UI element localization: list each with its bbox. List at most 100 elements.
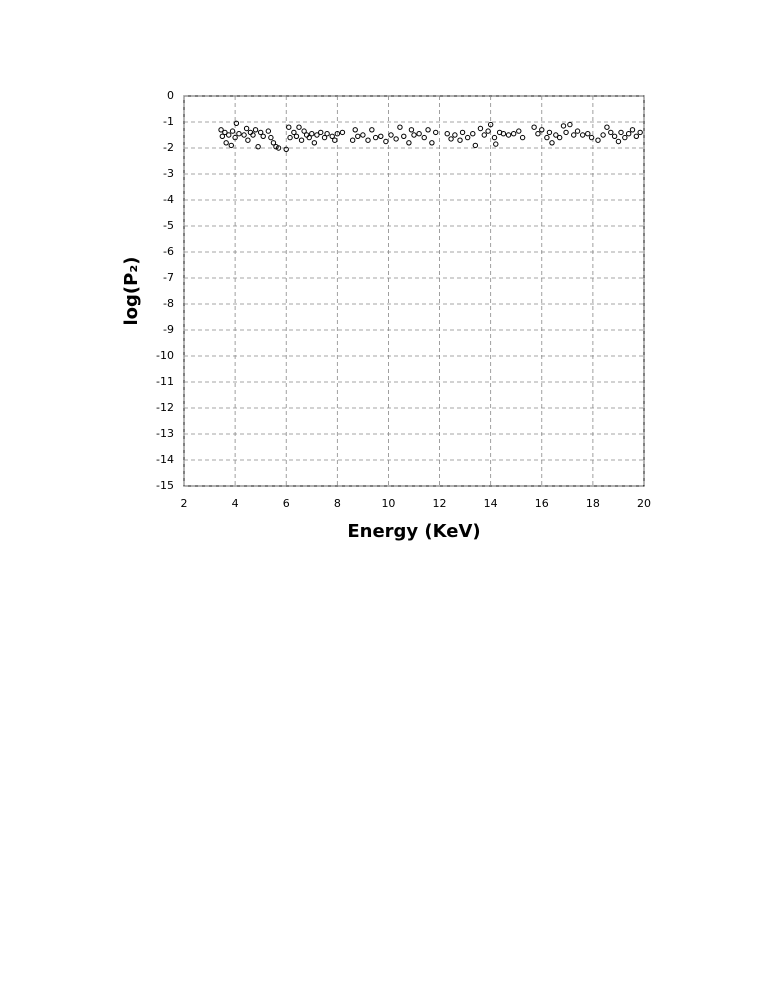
y-tick-label: -11 xyxy=(156,375,174,388)
x-tick-label: 4 xyxy=(232,497,239,510)
point xyxy=(236,131,242,137)
point xyxy=(401,133,407,140)
x-tick-label: 14 xyxy=(484,497,498,510)
point xyxy=(339,129,346,136)
point xyxy=(553,132,559,138)
point xyxy=(232,134,238,141)
x-tick-label: 8 xyxy=(334,497,341,510)
point xyxy=(318,129,324,136)
point xyxy=(293,133,300,140)
point xyxy=(301,128,307,134)
point xyxy=(539,127,545,133)
point xyxy=(349,137,356,143)
point xyxy=(334,131,341,137)
point xyxy=(247,129,254,136)
x-tick-label: 18 xyxy=(586,497,600,510)
point xyxy=(633,133,640,140)
point xyxy=(355,133,361,140)
point xyxy=(372,134,379,141)
point xyxy=(283,146,289,153)
point xyxy=(329,133,335,140)
point xyxy=(618,129,624,136)
point xyxy=(252,127,259,133)
point xyxy=(637,129,643,136)
point xyxy=(250,132,256,138)
point xyxy=(535,131,541,137)
y-tick-label: -4 xyxy=(163,193,174,206)
point xyxy=(544,134,550,141)
point xyxy=(393,136,399,142)
y-tick-label: -2 xyxy=(163,141,174,154)
point xyxy=(608,129,614,136)
y-tick-label: -10 xyxy=(156,349,174,362)
point xyxy=(493,141,499,147)
point xyxy=(444,131,450,137)
x-tick-label: 10 xyxy=(381,497,395,510)
point xyxy=(611,133,618,140)
plot-frame xyxy=(183,95,645,487)
point xyxy=(433,129,439,136)
point xyxy=(306,134,312,141)
point xyxy=(218,127,224,133)
point xyxy=(243,125,250,132)
point xyxy=(563,129,569,136)
point xyxy=(378,133,384,140)
y-tick-label: -12 xyxy=(156,401,174,414)
y-tick-label: -3 xyxy=(163,167,174,180)
x-tick-label: 16 xyxy=(535,497,549,510)
point xyxy=(360,132,366,138)
point xyxy=(275,145,282,151)
y-tick-label: -7 xyxy=(163,271,174,284)
y-tick-label: 0 xyxy=(167,89,174,102)
point xyxy=(622,134,628,141)
y-tick-label: -6 xyxy=(163,245,174,258)
point xyxy=(268,134,274,141)
point xyxy=(408,127,415,133)
point xyxy=(397,124,403,130)
point xyxy=(245,137,251,143)
point xyxy=(477,125,484,132)
point xyxy=(406,140,412,146)
y-tick-label: -13 xyxy=(156,427,174,440)
point xyxy=(560,123,567,129)
point xyxy=(257,129,264,136)
point xyxy=(365,137,371,143)
point xyxy=(286,124,292,130)
x-tick-label: 2 xyxy=(181,497,188,510)
point xyxy=(332,137,338,143)
point xyxy=(270,140,277,146)
point xyxy=(556,134,563,141)
point xyxy=(491,134,498,141)
point xyxy=(579,132,586,138)
x-axis-title: Energy (KeV) xyxy=(347,521,480,542)
x-tick-label: 6 xyxy=(283,497,290,510)
point xyxy=(459,129,466,136)
point xyxy=(296,124,302,130)
point xyxy=(629,127,636,133)
point xyxy=(516,128,522,134)
point xyxy=(421,134,427,141)
point xyxy=(241,132,247,138)
point xyxy=(546,129,553,136)
point xyxy=(255,144,261,150)
point xyxy=(510,131,517,137)
point xyxy=(223,140,229,146)
point xyxy=(416,131,422,137)
point xyxy=(226,132,232,138)
point xyxy=(531,124,537,130)
point xyxy=(472,142,479,149)
point xyxy=(425,127,431,133)
y-tick-label: -8 xyxy=(163,297,174,310)
point xyxy=(388,132,394,138)
point xyxy=(571,132,577,138)
point xyxy=(549,140,555,146)
point xyxy=(309,131,315,137)
point xyxy=(291,129,297,136)
point xyxy=(464,134,471,141)
point xyxy=(500,131,507,137)
y-axis-title: log(P₂) xyxy=(121,257,142,326)
point xyxy=(298,137,305,143)
point xyxy=(481,132,487,138)
point xyxy=(260,133,266,140)
